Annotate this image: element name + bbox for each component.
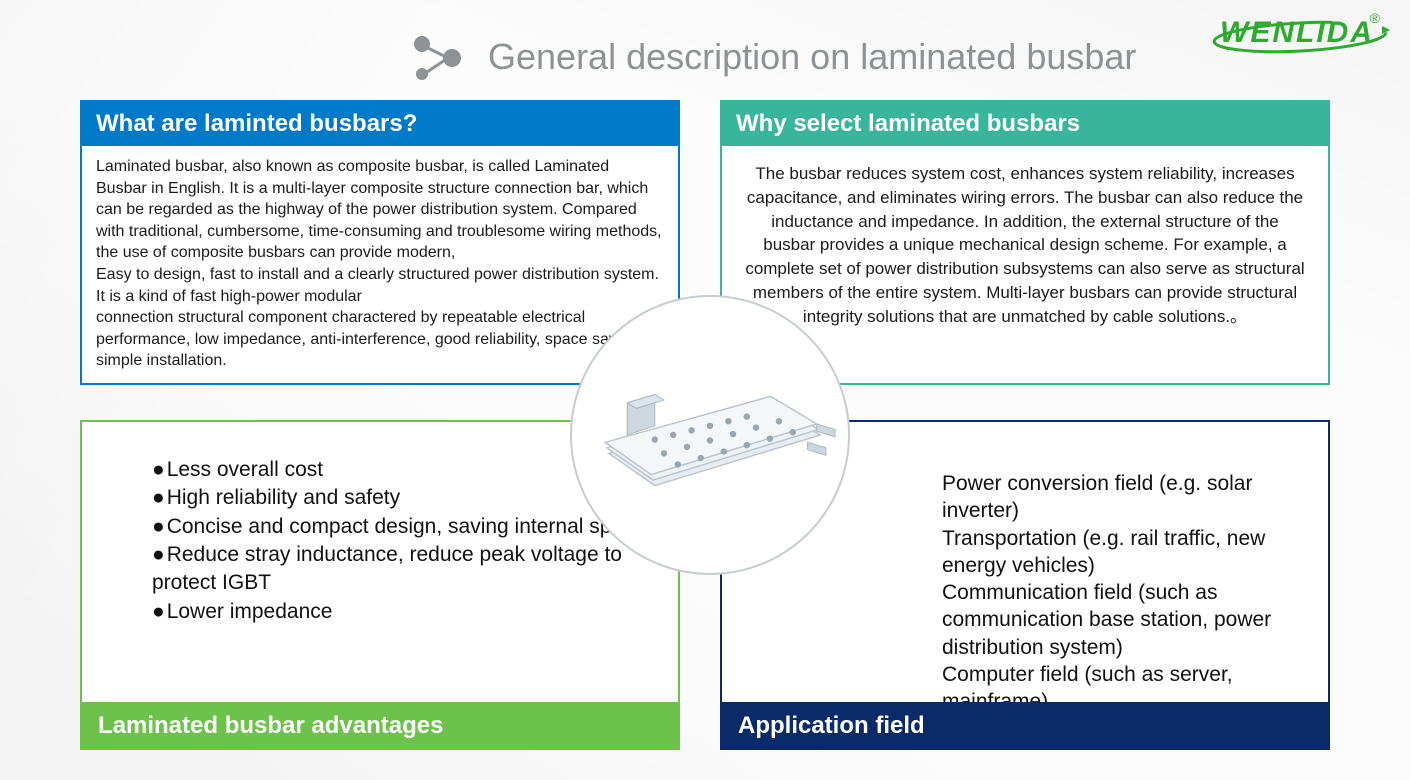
title-row: General description on laminated busbar xyxy=(410,32,1136,82)
product-circle xyxy=(570,295,850,575)
page-title: General description on laminated busbar xyxy=(488,36,1136,78)
application-item: Power conversion field (e.g. solar inver… xyxy=(942,470,1310,525)
application-item: Transportation (e.g. rail traffic, new e… xyxy=(942,525,1310,580)
advantage-item: Reduce stray inductance, reduce peak vol… xyxy=(152,541,660,598)
paragraph: Laminated busbar, also known as composit… xyxy=(96,156,664,264)
panel-body: The busbar reduces system cost, enhances… xyxy=(722,146,1328,339)
logo-text: WENLIDA xyxy=(1220,16,1374,49)
brand-logo: WENLIDA ® xyxy=(1210,12,1390,59)
panel-header: Why select laminated busbars xyxy=(722,102,1328,146)
application-item: Communication field (such as communicati… xyxy=(942,579,1310,661)
paragraph: Easy to design, fast to install and a cl… xyxy=(96,264,664,307)
panel-footer: Laminated busbar advantages xyxy=(80,702,680,750)
panel-what-are-busbars: What are laminted busbars? Laminated bus… xyxy=(80,100,680,385)
trademark: ® xyxy=(1370,10,1380,26)
content-grid: What are laminted busbars? Laminated bus… xyxy=(80,100,1330,760)
panel-header: What are laminted busbars? xyxy=(82,102,678,146)
advantage-item: Lower impedance xyxy=(152,598,660,626)
network-icon xyxy=(410,32,470,82)
busbar-product-icon xyxy=(572,345,848,525)
panel-footer: Application field xyxy=(720,702,1330,750)
